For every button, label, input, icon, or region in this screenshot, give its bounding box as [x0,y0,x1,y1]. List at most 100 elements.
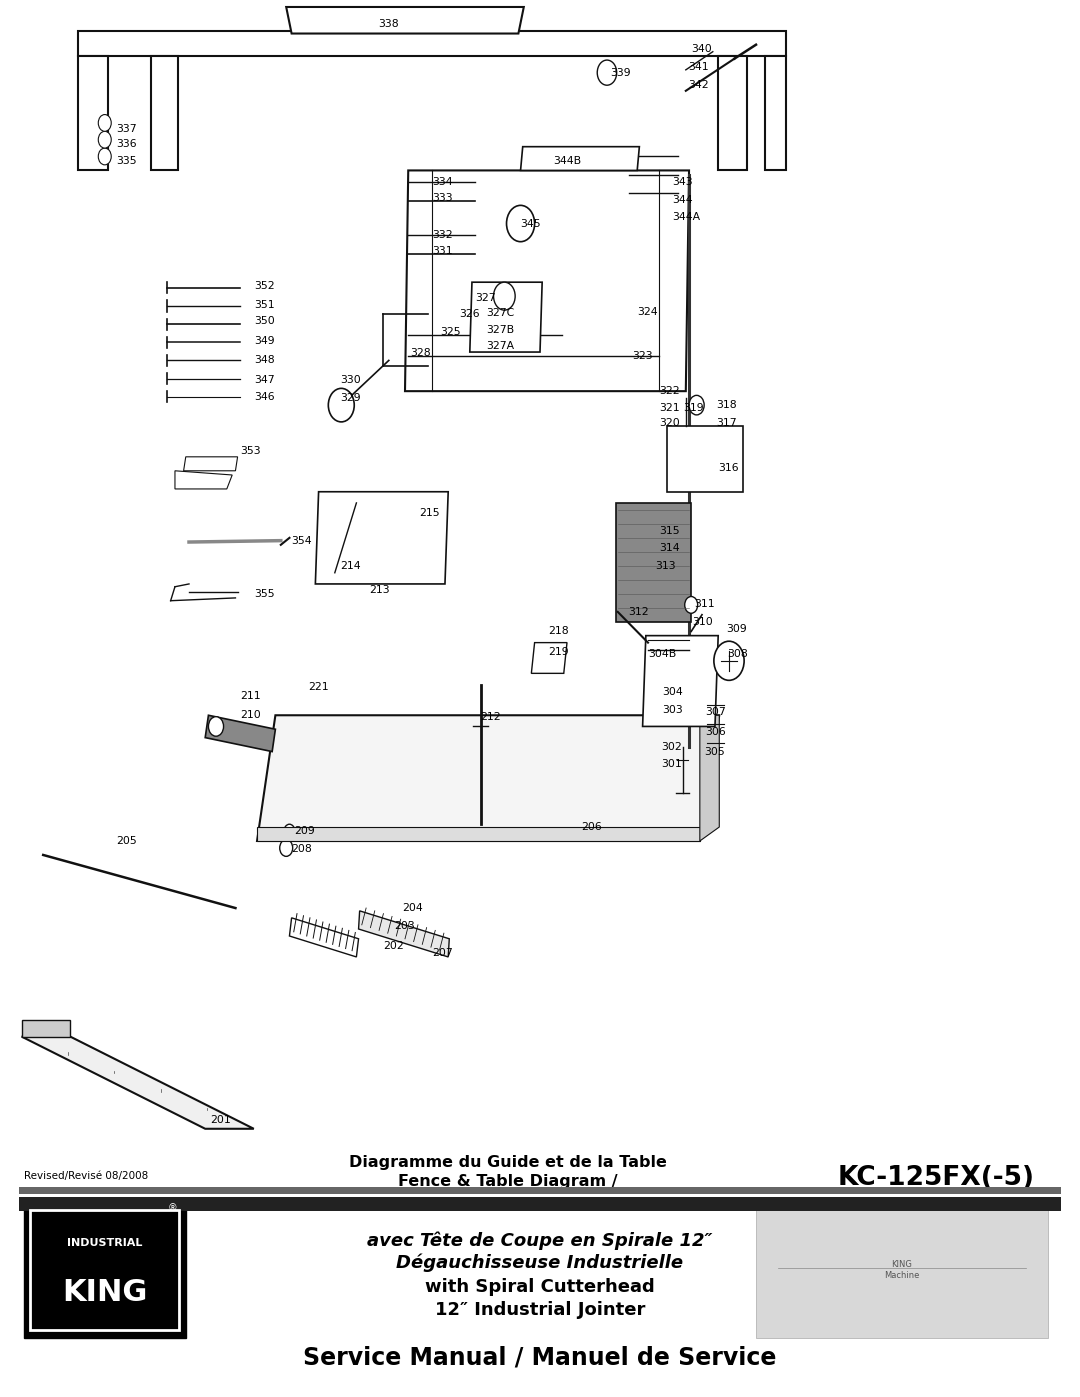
Polygon shape [184,457,238,471]
Text: 204: 204 [402,902,422,914]
Text: 214: 214 [340,560,361,571]
Text: 305: 305 [704,746,725,757]
Text: KING
Machine: KING Machine [885,1260,919,1280]
FancyBboxPatch shape [19,1197,1061,1211]
Text: 307: 307 [705,707,726,718]
Text: 349: 349 [254,335,274,346]
Text: 327C: 327C [486,307,514,319]
Text: 205: 205 [117,835,137,847]
Text: 210: 210 [240,710,260,721]
Text: 215: 215 [419,507,440,518]
Circle shape [328,388,354,422]
Text: 321: 321 [659,402,679,414]
Text: 310: 310 [692,616,713,627]
Text: 336: 336 [117,138,137,149]
Text: 309: 309 [726,623,746,634]
Text: 326: 326 [459,309,480,320]
Polygon shape [22,1037,254,1129]
Text: 313: 313 [656,560,676,571]
Text: 340: 340 [691,43,712,54]
Text: 342: 342 [688,80,708,91]
Polygon shape [151,56,178,170]
Polygon shape [289,918,359,957]
FancyBboxPatch shape [19,1187,1061,1194]
Text: 355: 355 [254,588,274,599]
Text: KC-125FX(-5): KC-125FX(-5) [838,1165,1035,1190]
Text: 203: 203 [394,921,415,932]
Text: 303: 303 [662,704,683,715]
Text: 324: 324 [637,306,658,317]
Circle shape [98,148,111,165]
Text: 212: 212 [481,711,501,722]
Text: 218: 218 [549,626,569,637]
Polygon shape [359,911,449,957]
Polygon shape [205,715,275,752]
Polygon shape [315,492,448,584]
Polygon shape [765,56,786,170]
Text: ®: ® [167,1203,177,1213]
Circle shape [284,824,295,838]
Text: 308: 308 [727,648,747,659]
Text: 348: 348 [254,355,274,366]
Polygon shape [667,426,743,492]
Text: 314: 314 [659,542,679,553]
Text: 319: 319 [684,402,704,414]
Circle shape [494,282,515,310]
Text: Dégauchisseuse Industrielle: Dégauchisseuse Industrielle [396,1253,684,1273]
Text: 327A: 327A [486,341,514,352]
Text: 352: 352 [254,281,274,292]
Text: 339: 339 [610,67,631,78]
Text: 207: 207 [432,947,453,958]
Text: 341: 341 [688,61,708,73]
Text: 338: 338 [378,18,399,29]
Polygon shape [405,170,689,391]
Text: Diagramme du Guide et de la Table: Diagramme du Guide et de la Table [349,1155,666,1169]
Text: 12″ Industrial Jointer: 12″ Industrial Jointer [435,1302,645,1319]
Text: 337: 337 [117,123,137,134]
Circle shape [280,840,293,856]
Polygon shape [257,827,700,841]
Text: 311: 311 [694,598,715,609]
Text: 301: 301 [661,759,681,770]
Text: with Spiral Cutterhead: with Spiral Cutterhead [426,1278,654,1295]
Text: 335: 335 [117,155,137,166]
Polygon shape [616,503,691,622]
Polygon shape [718,56,747,170]
Text: 344A: 344A [672,211,700,222]
FancyBboxPatch shape [24,1201,186,1338]
Circle shape [208,717,224,736]
Text: 333: 333 [432,193,453,204]
Text: 328: 328 [410,348,431,359]
Polygon shape [22,1020,70,1037]
Text: 219: 219 [549,647,569,658]
Text: 322: 322 [659,386,679,397]
Circle shape [714,641,744,680]
Text: 221: 221 [308,682,328,693]
Polygon shape [78,31,786,56]
Text: 206: 206 [581,821,602,833]
Polygon shape [470,282,542,352]
Text: 331: 331 [432,246,453,257]
Circle shape [685,597,698,613]
Text: 353: 353 [240,446,260,457]
Text: 201: 201 [211,1115,231,1126]
Text: 330: 330 [340,374,361,386]
FancyBboxPatch shape [756,1201,1048,1338]
Polygon shape [531,643,567,673]
Text: 334: 334 [432,176,453,187]
Text: 312: 312 [629,606,649,617]
Text: 346: 346 [254,391,274,402]
Text: 329: 329 [340,393,361,404]
Text: 350: 350 [254,316,274,327]
Circle shape [98,115,111,131]
Text: 202: 202 [383,940,404,951]
Text: 315: 315 [659,525,679,536]
Polygon shape [643,636,718,726]
Text: 323: 323 [632,351,652,362]
Polygon shape [700,715,719,841]
Text: 317: 317 [716,418,737,429]
Text: 208: 208 [292,844,312,855]
Text: 213: 213 [369,584,390,595]
Polygon shape [286,7,524,34]
Polygon shape [78,56,108,170]
